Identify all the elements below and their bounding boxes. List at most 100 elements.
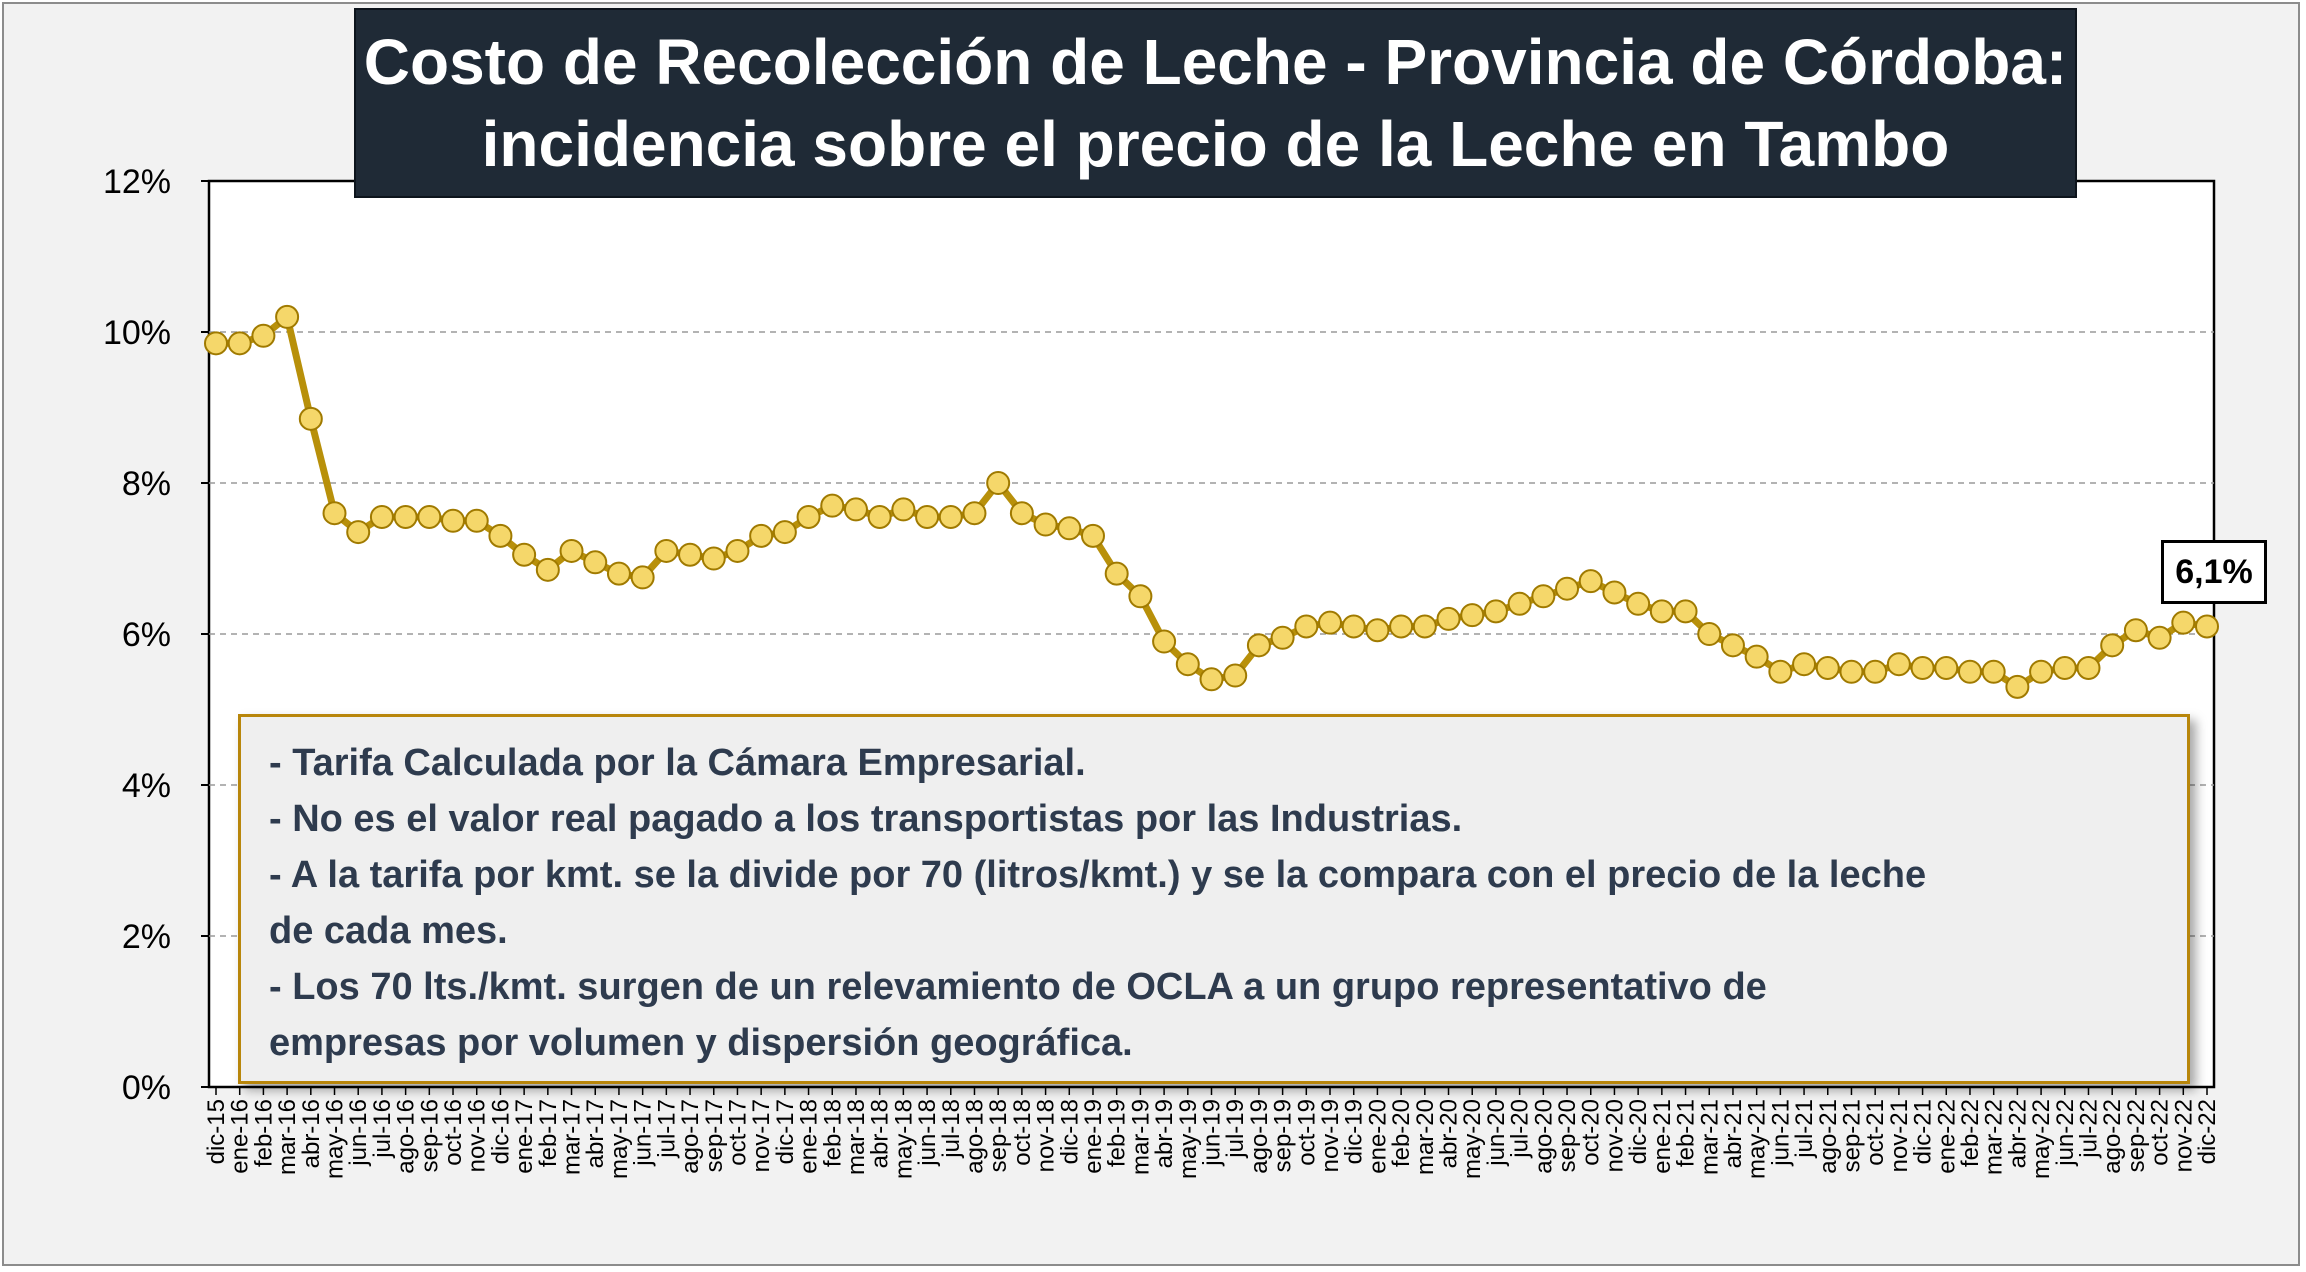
x-tick-label: mar-22	[1981, 1099, 2008, 1175]
data-point	[346, 520, 371, 545]
data-point	[417, 504, 442, 529]
x-tick-label: oct-19	[1293, 1099, 1320, 1166]
x-tick-label: dic-22	[2194, 1099, 2221, 1164]
x-tick-label: oct-18	[1009, 1099, 1036, 1166]
x-tick-label: dic-20	[1625, 1099, 1652, 1164]
y-tick-label: 0%	[122, 1069, 171, 1107]
data-point	[1886, 652, 1911, 677]
data-point	[583, 550, 608, 575]
data-point	[606, 561, 631, 586]
x-tick-label: mar-17	[559, 1099, 586, 1175]
data-point	[393, 504, 418, 529]
x-tick-label: ago-17	[677, 1099, 704, 1174]
x-tick-label: oct-20	[1578, 1099, 1605, 1166]
data-point	[1673, 599, 1698, 624]
data-point	[1507, 591, 1532, 616]
x-tick-label: sep-16	[416, 1099, 443, 1172]
data-point	[559, 538, 584, 563]
data-point	[1175, 652, 1200, 677]
data-point	[1863, 659, 1888, 684]
data-point	[2100, 633, 2125, 658]
data-point	[820, 493, 845, 518]
data-point	[488, 523, 513, 548]
x-tick-label: feb-21	[1673, 1099, 1700, 1167]
x-tick-label: feb-16	[250, 1099, 277, 1167]
x-tick-label: ene-18	[796, 1099, 823, 1174]
x-tick-label: ago-18	[961, 1099, 988, 1174]
x-tick-label: oct-21	[1862, 1099, 1889, 1166]
x-tick-label: dic-15	[203, 1099, 230, 1164]
x-tick-label: may-20	[1459, 1099, 1486, 1179]
data-point	[678, 542, 703, 567]
data-point	[1152, 629, 1177, 654]
x-tick-label: sep-22	[2123, 1099, 2150, 1172]
x-tick-label: may-21	[1744, 1099, 1771, 1179]
x-tick-label: jul-19	[1222, 1099, 1249, 1159]
x-tick-label: jun-21	[1767, 1099, 1794, 1167]
data-point	[251, 323, 276, 348]
x-tick-label: ago-21	[1815, 1099, 1842, 1174]
x-tick-label: jul-20	[1507, 1099, 1534, 1159]
y-tick-label: 2%	[122, 918, 171, 956]
x-tick-label: jun-17	[630, 1099, 657, 1167]
x-tick-label: jul-17	[653, 1099, 680, 1159]
data-point	[796, 504, 821, 529]
x-tick-label: feb-22	[1957, 1099, 1984, 1167]
data-point	[1602, 580, 1627, 605]
x-tick-label: jul-16	[369, 1099, 396, 1159]
x-tick-label: mar-21	[1696, 1099, 1723, 1175]
last-value-label: 6,1%	[2161, 540, 2267, 604]
x-tick-label: mar-20	[1412, 1099, 1439, 1175]
x-tick-label: jul-21	[1791, 1099, 1818, 1159]
data-point	[1009, 501, 1034, 526]
data-point	[369, 504, 394, 529]
x-tick-label: ene-17	[511, 1099, 538, 1174]
x-tick-label: oct-16	[440, 1099, 467, 1166]
data-point	[1460, 603, 1485, 628]
x-tick-label: abr-19	[1151, 1099, 1178, 1168]
note-box: - Tarifa Calculada por la Cámara Empresa…	[238, 714, 2190, 1084]
x-tick-label: may-16	[322, 1099, 349, 1179]
x-tick-label: mar-18	[843, 1099, 870, 1175]
x-tick-label: dic-18	[1056, 1099, 1083, 1164]
data-point	[275, 304, 300, 329]
data-point	[1744, 644, 1769, 669]
data-point	[986, 471, 1011, 495]
note-line-6: empresas por volumen y dispersión geográ…	[269, 1022, 1133, 1064]
data-point	[1080, 523, 1105, 548]
x-tick-label: nov-19	[1317, 1099, 1344, 1172]
x-tick-label: abr-20	[1436, 1099, 1463, 1168]
y-tick-label: 12%	[103, 163, 171, 201]
data-point	[725, 538, 750, 563]
data-point	[1626, 591, 1651, 616]
data-point	[1981, 659, 2006, 684]
x-tick-label: ago-22	[2099, 1099, 2126, 1174]
data-point	[915, 504, 940, 529]
data-point	[1720, 633, 1745, 658]
x-tick-label: ene-22	[1933, 1099, 1960, 1174]
chart-title: Costo de Recolección de Leche - Provinci…	[354, 8, 2077, 198]
x-tick-label: nov-17	[748, 1099, 775, 1172]
x-tick-label: nov-21	[1886, 1099, 1913, 1172]
data-point	[1815, 655, 1840, 680]
data-point	[2005, 674, 2030, 699]
y-tick-label: 4%	[122, 767, 171, 805]
note-line-3: - A la tarifa por kmt. se la divide por …	[269, 854, 1927, 896]
x-tick-label: sep-17	[701, 1099, 728, 1172]
data-point	[1483, 599, 1508, 624]
x-tick-label: ene-20	[1364, 1099, 1391, 1174]
data-point	[1057, 516, 1082, 541]
x-tick-label: dic-16	[487, 1099, 514, 1164]
data-point	[1957, 659, 1982, 684]
data-point	[962, 501, 987, 526]
data-point	[891, 497, 916, 522]
x-tick-label: sep-18	[985, 1099, 1012, 1172]
note-line-2: - No es el valor real pagado a los trans…	[269, 798, 1463, 840]
data-point	[1033, 512, 1058, 537]
x-tick-label: oct-17	[724, 1099, 751, 1166]
data-point	[2029, 659, 2054, 684]
data-point	[1318, 610, 1343, 635]
x-tick-label: jul-22	[2075, 1099, 2102, 1159]
x-tick-label: sep-21	[1838, 1099, 1865, 1172]
data-point	[1412, 614, 1437, 639]
